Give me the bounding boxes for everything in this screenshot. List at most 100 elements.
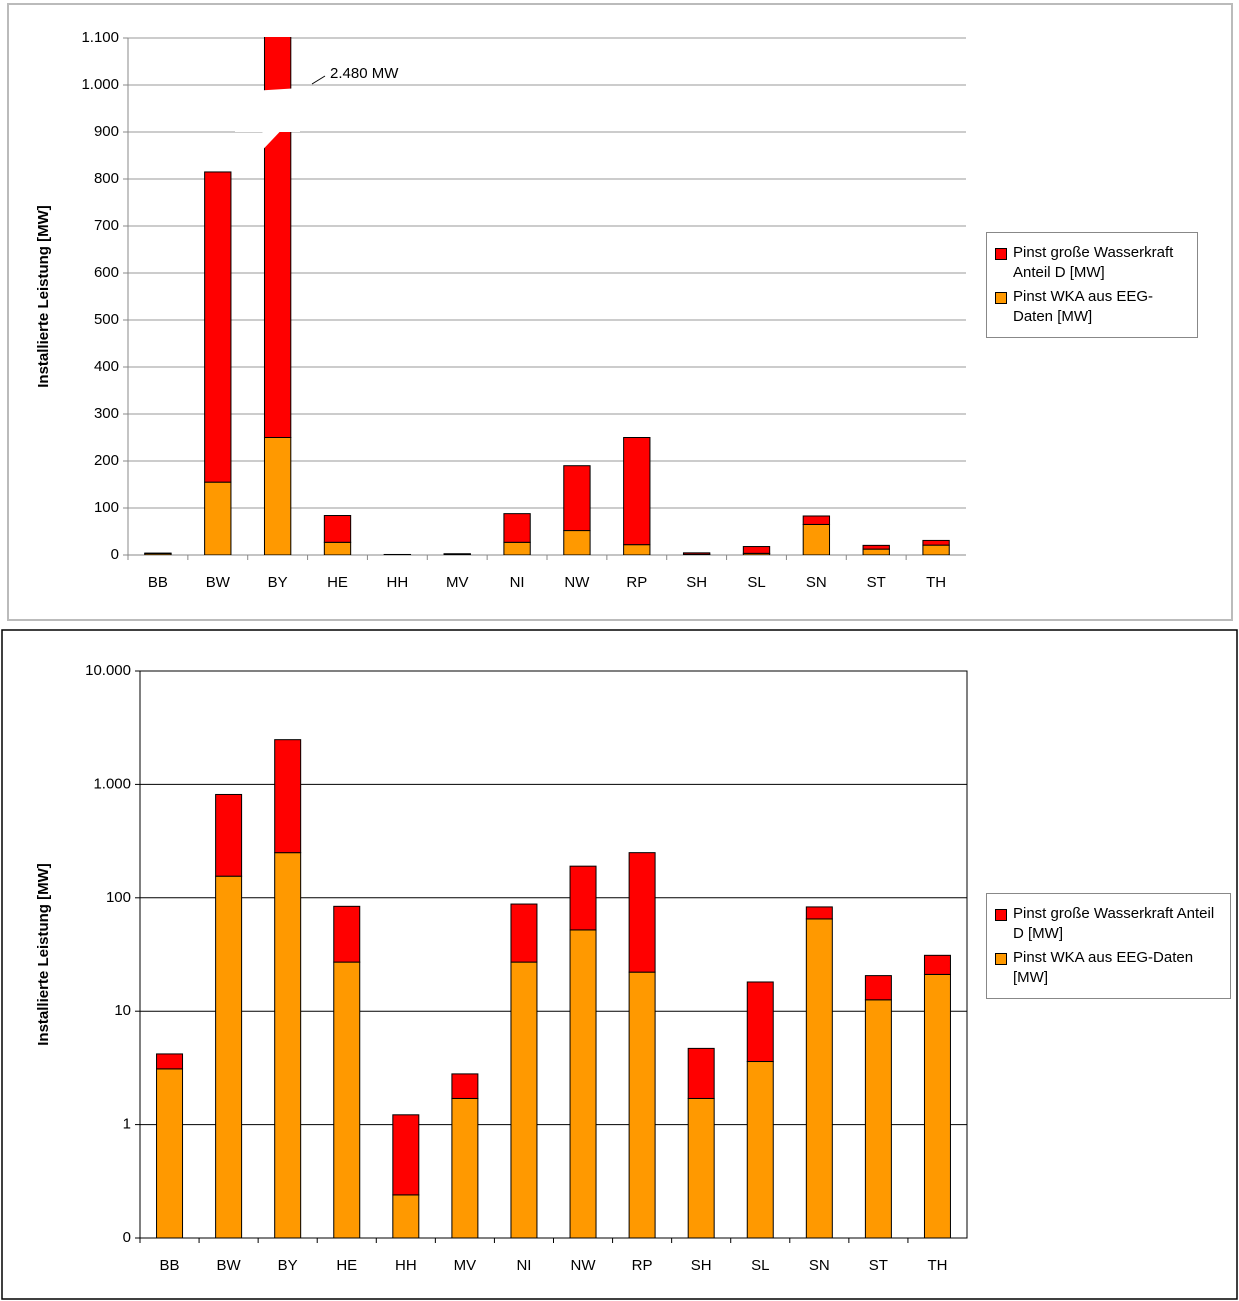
y-tick-label: 700: [94, 217, 119, 234]
y-tick-label: 100: [106, 889, 131, 906]
bar-segment: [742, 546, 771, 554]
x-tick-label: BB: [160, 1257, 180, 1274]
bar-segment: [215, 875, 243, 1238]
y-tick-label: 200: [94, 452, 119, 469]
bar-segment: [510, 903, 538, 963]
legend-item: Pinst WKA aus EEG-Daten [MW]: [995, 287, 1191, 327]
legend-item: Pinst WKA aus EEG-Daten [MW]: [995, 948, 1224, 988]
legend-item: Pinst große Wasserkraft Anteil D [MW]: [995, 243, 1191, 283]
bar-segment: [687, 1047, 715, 1099]
x-tick-label: RP: [632, 1257, 653, 1274]
y-tick-label: 1: [123, 1116, 131, 1133]
y-tick-label: 800: [94, 170, 119, 187]
y-tick-label: 900: [94, 123, 119, 140]
bar-segment: [923, 973, 951, 1238]
x-tick-label: HE: [327, 574, 348, 591]
legend-swatch: [995, 248, 1007, 260]
chart-frame: [7, 3, 1233, 621]
bar-segment: [746, 981, 774, 1063]
bar-segment: [864, 999, 892, 1238]
y-tick-label: 300: [94, 405, 119, 422]
bar-segment: [503, 541, 531, 555]
bar-segment: [503, 513, 531, 543]
bar-segment: [862, 548, 890, 555]
bar-segment: [922, 539, 950, 546]
legend-swatch: [995, 292, 1007, 304]
y-tick-label: 1.000: [81, 76, 119, 93]
y-tick-label: 500: [94, 311, 119, 328]
legend-item: Pinst große Wasserkraft Anteil D [MW]: [995, 904, 1224, 944]
bar-segment: [263, 37, 292, 438]
y-tick-label: 400: [94, 358, 119, 375]
bar-segment: [144, 552, 172, 555]
bar-segment: [569, 929, 597, 1238]
bar-segment: [623, 437, 651, 546]
bar-segment: [156, 1053, 184, 1070]
x-tick-label: SL: [751, 1257, 769, 1274]
x-tick-label: SL: [747, 574, 765, 591]
annotation-line: [311, 75, 326, 85]
bar-segment: [323, 515, 352, 543]
legend-swatch: [995, 953, 1007, 965]
bar-segment: [156, 1068, 184, 1238]
bar-segment: [451, 1097, 479, 1238]
bar-segment: [323, 541, 352, 555]
y-tick-label: 10: [114, 1002, 131, 1019]
x-tick-label: BY: [278, 1257, 298, 1274]
bar-segment: [510, 961, 538, 1238]
legend-label: Pinst WKA aus EEG-Daten [MW]: [1013, 949, 1194, 986]
y-tick-label: 1.100: [81, 29, 119, 46]
bar-segment: [563, 465, 591, 532]
y-axis-label: Installierte Leistung [MW]: [35, 863, 52, 1046]
x-tick-label: NW: [564, 574, 590, 591]
x-tick-label: MV: [446, 574, 469, 591]
x-tick-label: BY: [268, 574, 288, 591]
bar-segment: [746, 1061, 774, 1238]
bar-segment: [274, 739, 302, 854]
x-tick-label: SH: [686, 574, 707, 591]
bar-segment: [923, 954, 951, 975]
chart-frame: [1, 629, 1238, 1300]
bar-segment: [628, 852, 656, 973]
x-tick-label: HH: [395, 1257, 417, 1274]
annotation: 2.480 MW: [330, 65, 399, 82]
y-axis-label: Installierte Leistung [MW]: [35, 205, 52, 388]
bar-segment: [682, 552, 711, 555]
x-tick-label: ST: [869, 1257, 888, 1274]
bar-segment: [922, 544, 950, 555]
axis-break: [262, 95, 293, 150]
bar-segment: [862, 544, 890, 550]
x-tick-label: BB: [148, 574, 168, 591]
y-tick-label: 0: [111, 546, 119, 563]
x-tick-label: MV: [454, 1257, 477, 1274]
bar-segment: [864, 975, 892, 1001]
bar-segment: [392, 1194, 420, 1238]
x-tick-label: NI: [510, 574, 525, 591]
x-tick-label: BW: [217, 1257, 242, 1274]
y-tick-label: 10.000: [85, 662, 131, 679]
x-tick-label: SH: [691, 1257, 712, 1274]
bar-segment: [569, 865, 597, 931]
x-tick-label: HE: [336, 1257, 357, 1274]
y-tick-label: 100: [94, 499, 119, 516]
x-tick-label: HH: [387, 574, 409, 591]
y-tick-label: 0: [123, 1229, 131, 1246]
bar-segment: [805, 906, 833, 920]
bar-segment: [274, 852, 302, 1238]
legend: Pinst große Wasserkraft Anteil D [MW] Pin…: [986, 232, 1198, 338]
x-tick-label: SN: [806, 574, 827, 591]
bars: [156, 739, 951, 1238]
x-tick-label: NI: [516, 1257, 531, 1274]
legend: Pinst große Wasserkraft Anteil D [MW] Pin…: [986, 893, 1231, 999]
bar-segment: [802, 523, 831, 555]
bar-segment: [628, 971, 656, 1238]
legend-label: Pinst WKA aus EEG-Daten [MW]: [1013, 288, 1154, 325]
x-tick-label: NW: [571, 1257, 597, 1274]
bar-segment: [333, 905, 361, 963]
bar-segment: [263, 437, 292, 555]
bar-segment: [204, 481, 232, 555]
x-tick-label: RP: [626, 574, 647, 591]
legend-label: Pinst große Wasserkraft Anteil D [MW]: [1013, 905, 1215, 942]
